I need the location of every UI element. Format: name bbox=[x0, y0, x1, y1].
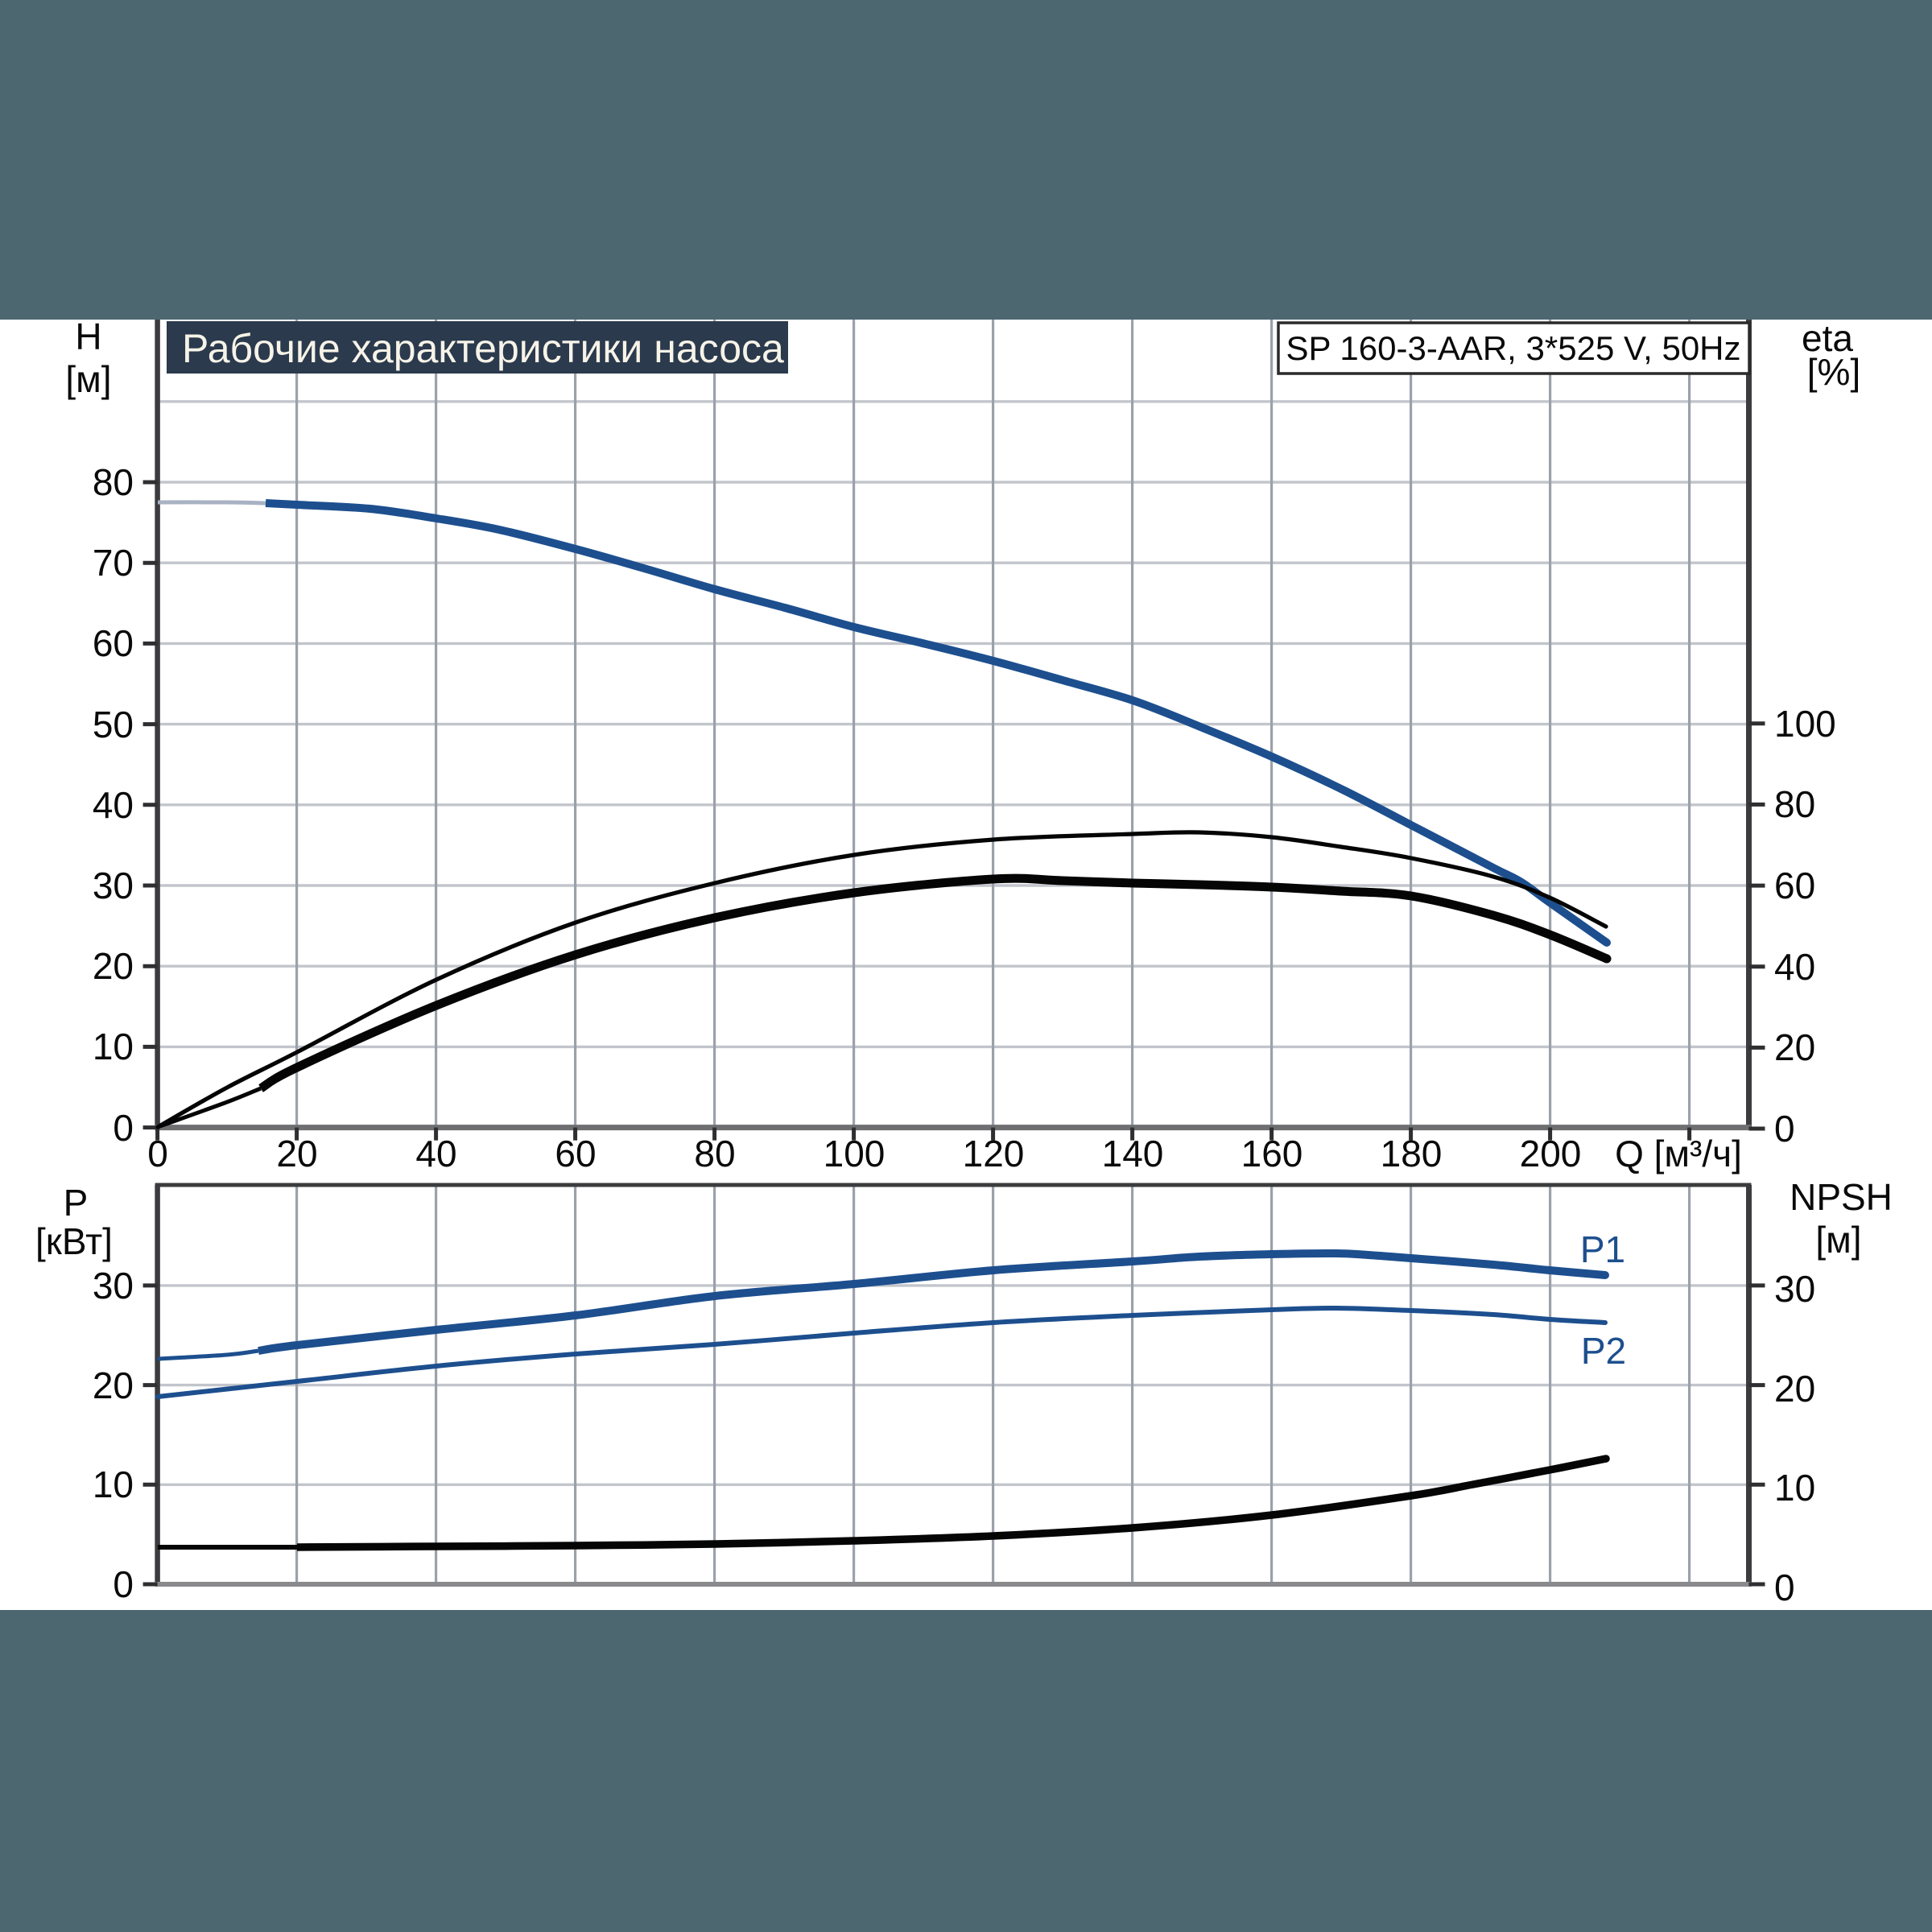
svg-text:0: 0 bbox=[113, 1107, 134, 1149]
svg-text:30: 30 bbox=[93, 865, 134, 906]
svg-text:20: 20 bbox=[93, 1364, 134, 1406]
svg-text:[м]: [м] bbox=[1815, 1219, 1861, 1261]
svg-text:60: 60 bbox=[93, 622, 134, 664]
svg-text:100: 100 bbox=[824, 1133, 886, 1174]
svg-text:40: 40 bbox=[415, 1133, 456, 1174]
svg-text:70: 70 bbox=[93, 542, 134, 584]
svg-text:140: 140 bbox=[1102, 1133, 1164, 1174]
svg-text:10: 10 bbox=[93, 1463, 134, 1505]
svg-text:80: 80 bbox=[93, 461, 134, 503]
svg-text:100: 100 bbox=[1774, 703, 1836, 745]
svg-text:0: 0 bbox=[147, 1133, 168, 1174]
svg-text:0: 0 bbox=[1774, 1567, 1795, 1608]
svg-text:40: 40 bbox=[1774, 946, 1815, 988]
svg-text:10: 10 bbox=[93, 1026, 134, 1067]
svg-text:30: 30 bbox=[93, 1265, 134, 1307]
svg-text:160: 160 bbox=[1241, 1133, 1303, 1174]
svg-text:20: 20 bbox=[1774, 1026, 1815, 1068]
svg-text:20: 20 bbox=[276, 1133, 317, 1174]
svg-text:P1: P1 bbox=[1580, 1228, 1625, 1270]
svg-text:50: 50 bbox=[93, 704, 134, 745]
svg-text:20: 20 bbox=[93, 945, 134, 987]
svg-text:0: 0 bbox=[113, 1563, 134, 1605]
svg-text:30: 30 bbox=[1774, 1268, 1815, 1310]
svg-text:Q [м³/ч]: Q [м³/ч] bbox=[1615, 1133, 1742, 1174]
svg-text:40: 40 bbox=[93, 784, 134, 826]
svg-text:120: 120 bbox=[963, 1133, 1025, 1174]
svg-text:180: 180 bbox=[1381, 1133, 1443, 1174]
svg-text:60: 60 bbox=[1774, 865, 1815, 906]
svg-text:10: 10 bbox=[1774, 1467, 1815, 1509]
svg-text:P: P bbox=[64, 1182, 89, 1224]
svg-text:80: 80 bbox=[1774, 783, 1815, 825]
svg-text:[%]: [%] bbox=[1807, 351, 1860, 393]
svg-text:eta: eta bbox=[1802, 317, 1853, 359]
svg-text:NPSH: NPSH bbox=[1790, 1176, 1893, 1218]
svg-text:20: 20 bbox=[1774, 1368, 1815, 1410]
svg-text:Рабочие характеристики насоса: Рабочие характеристики насоса bbox=[182, 326, 784, 371]
svg-text:H: H bbox=[75, 316, 101, 357]
svg-text:0: 0 bbox=[1774, 1108, 1795, 1150]
svg-text:60: 60 bbox=[555, 1133, 596, 1174]
svg-text:80: 80 bbox=[694, 1133, 735, 1174]
svg-text:P2: P2 bbox=[1581, 1330, 1626, 1372]
svg-text:SP 160-3-AAR, 3*525 V, 50Hz: SP 160-3-AAR, 3*525 V, 50Hz bbox=[1286, 329, 1740, 367]
svg-text:[кВт]: [кВт] bbox=[35, 1220, 113, 1262]
svg-text:200: 200 bbox=[1520, 1133, 1582, 1174]
svg-text:[м]: [м] bbox=[65, 358, 111, 400]
